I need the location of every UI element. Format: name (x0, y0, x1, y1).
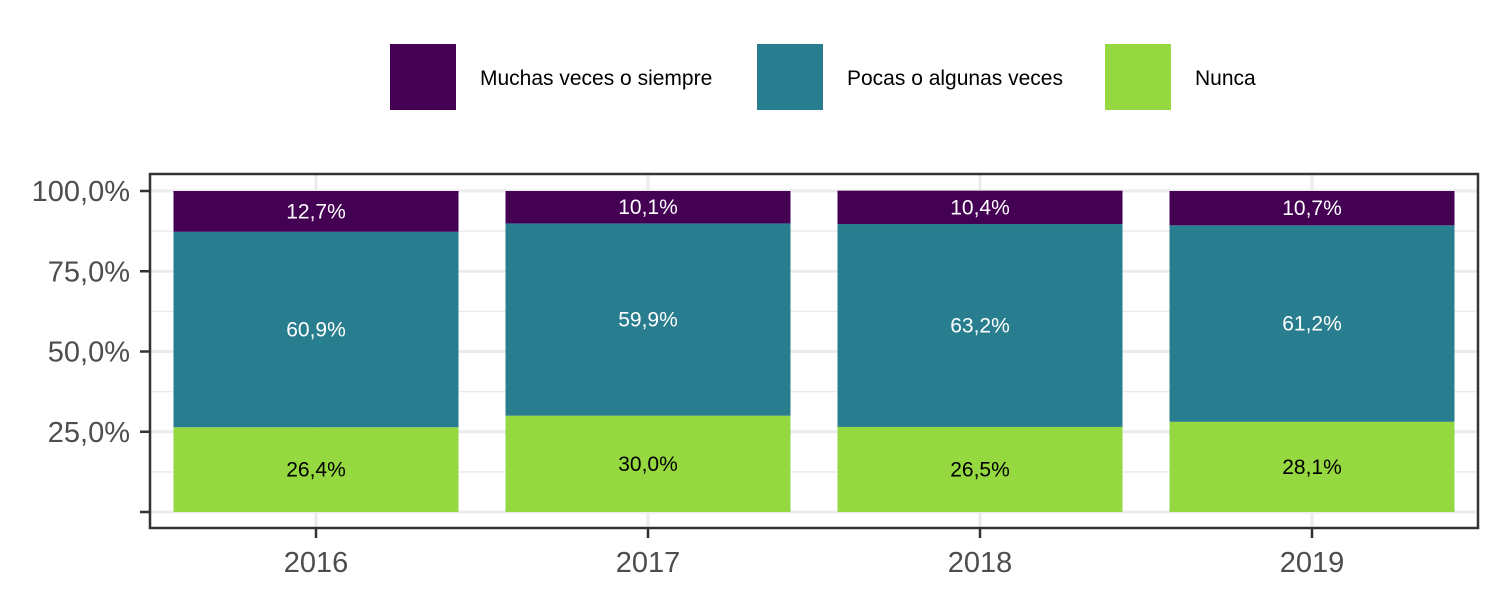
legend-key (757, 44, 823, 110)
bar-value-label: 28,1% (1282, 456, 1342, 479)
y-axis: 25,0% 50,0% 75,0% 100,0% (32, 176, 150, 514)
bar-value-label: 10,7% (1282, 197, 1342, 220)
y-tick-label: 75,0% (48, 256, 130, 288)
x-tick-label: 2017 (616, 547, 681, 579)
bar-segment (505, 191, 791, 224)
legend-label: Muchas veces o siempre (480, 67, 712, 90)
bar-value-label: 63,2% (950, 314, 1010, 337)
bar-segment (1169, 225, 1455, 422)
bar-segment (1169, 421, 1455, 512)
bar-segment (505, 223, 791, 416)
bar-segment (837, 426, 1123, 512)
x-tick-label: 2016 (284, 547, 349, 579)
x-tick-label: 2019 (1280, 547, 1345, 579)
bar-value-label: 59,9% (618, 309, 678, 332)
bar-value-label: 10,1% (618, 196, 678, 219)
bar-segment (173, 427, 459, 512)
bar-value-label: 30,0% (618, 453, 678, 476)
x-tick-label: 2018 (948, 547, 1013, 579)
legend-label: Nunca (1195, 67, 1256, 90)
x-axis: 2016 2017 2018 2019 (284, 528, 1345, 579)
bar-segment (837, 224, 1123, 427)
bar-segment (173, 231, 459, 428)
bar-value-label: 26,5% (950, 458, 1010, 481)
bar-segment (173, 191, 459, 232)
bar-segment (505, 415, 791, 512)
bar-labels: 26,4% 60,9% 12,7% 30,0% 59,9% 10,1% 26,5% 63,2%… (286, 196, 1342, 481)
bar-segment (837, 190, 1123, 225)
bar-value-label: 10,4% (950, 196, 1010, 219)
bar-value-label: 61,2% (1282, 313, 1342, 336)
bar-value-label: 12,7% (286, 200, 346, 223)
bar-segment (1169, 191, 1455, 226)
bar-value-label: 26,4% (286, 459, 346, 482)
bars (173, 190, 1455, 512)
legend-key (390, 44, 456, 110)
legend-key (1105, 44, 1171, 110)
bar-value-label: 60,9% (286, 319, 346, 342)
y-tick-label: 25,0% (48, 417, 130, 449)
y-tick-label: 50,0% (48, 337, 130, 369)
legend-label: Pocas o algunas veces (847, 67, 1063, 90)
legend: Muchas veces o siempre Pocas o algunas ve… (390, 44, 1256, 110)
y-tick-label: 100,0% (32, 176, 130, 208)
